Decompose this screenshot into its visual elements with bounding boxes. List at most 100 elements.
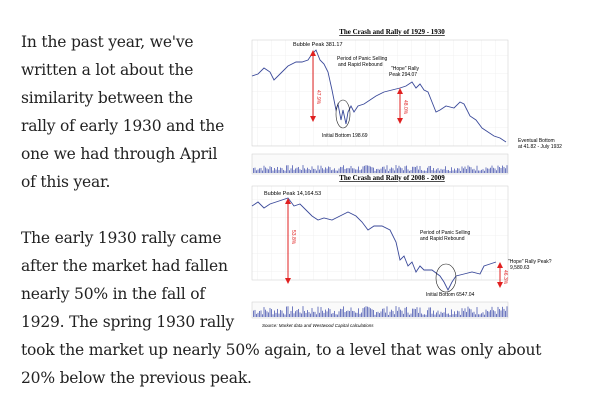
volume-bar xyxy=(497,165,499,173)
volume-bar xyxy=(449,314,451,317)
volume-bar xyxy=(467,165,469,173)
paragraph-1-line: rally of early 1930 and the xyxy=(21,117,225,135)
chart1-eventual-bottom-label-2: at 41.82 - July 1932 xyxy=(518,144,562,150)
volume-bar xyxy=(326,168,328,173)
volume-bar xyxy=(331,170,332,173)
chart1-title: The Crash and Rally of 1929 - 1930 xyxy=(339,28,445,36)
volume-bar xyxy=(446,170,448,173)
volume-bar xyxy=(304,168,305,173)
chart1-rally-pct: 48.0% xyxy=(402,100,408,115)
volume-bar xyxy=(319,169,320,173)
volume-bar xyxy=(502,165,503,173)
chart1-panic-label: Period of Panic Selling xyxy=(337,56,388,62)
chart2-volume-bars xyxy=(253,306,508,317)
volume-bar xyxy=(257,169,259,173)
volume-bar xyxy=(476,307,478,317)
volume-bar xyxy=(451,167,452,173)
volume-bar xyxy=(395,306,397,317)
volume-bar xyxy=(422,314,424,317)
volume-bar xyxy=(335,314,337,317)
volume-bar xyxy=(352,168,353,173)
volume-bar xyxy=(307,167,308,173)
chart2-bubble-peak-label: Bubble Peak 14,164.53 xyxy=(264,191,321,197)
volume-bar xyxy=(311,308,313,317)
volume-bar xyxy=(260,310,262,317)
volume-bar xyxy=(346,168,347,173)
volume-bar xyxy=(478,170,479,173)
volume-bar xyxy=(481,169,482,173)
volume-bar xyxy=(344,169,346,173)
volume-bar xyxy=(434,170,436,173)
chart2-hope-label: "Hope" Rally Peak? xyxy=(508,259,552,265)
volume-bar xyxy=(376,169,377,173)
volume-bar xyxy=(374,170,376,173)
volume-bar xyxy=(460,314,461,317)
chart2-bottom-circle xyxy=(435,263,457,293)
volume-bar xyxy=(296,310,298,317)
volume-bar xyxy=(269,307,271,317)
volume-bar xyxy=(389,311,391,317)
volume-bar xyxy=(425,314,427,317)
volume-bar xyxy=(316,170,317,173)
volume-bar xyxy=(319,312,320,317)
volume-bar xyxy=(281,310,283,317)
volume-bar xyxy=(316,314,317,317)
volume-bar xyxy=(313,168,314,173)
chart1-hope-label: "Hope" Rally xyxy=(391,66,420,72)
volume-bar xyxy=(403,170,404,173)
volume-bar xyxy=(341,309,343,317)
volume-bar xyxy=(418,312,419,317)
arrow-up-icon xyxy=(497,262,503,268)
volume-bar xyxy=(283,169,284,173)
volume-bar xyxy=(494,168,496,173)
volume-bar xyxy=(265,167,266,173)
volume-bar xyxy=(401,168,403,173)
paragraph-1-line: similarity between the xyxy=(21,89,193,107)
volume-bar xyxy=(322,310,323,317)
volume-bar xyxy=(428,166,430,173)
volume-bar xyxy=(278,313,280,317)
volume-bar xyxy=(385,312,386,317)
paragraph-2-line: after the market had fallen xyxy=(21,257,228,275)
volume-bar xyxy=(338,168,340,173)
volume-bar xyxy=(413,166,415,173)
volume-bar xyxy=(419,166,421,173)
volume-bar xyxy=(260,167,262,173)
volume-bar xyxy=(373,167,374,173)
volume-bar xyxy=(407,312,409,317)
volume-bar xyxy=(364,165,365,173)
arrow-up-icon xyxy=(310,50,316,56)
volume-bar xyxy=(358,166,359,173)
volume-bar xyxy=(365,306,367,317)
volume-bar xyxy=(329,309,331,317)
chart2-plot-area xyxy=(251,185,509,281)
volume-bar xyxy=(359,313,361,317)
volume-bar xyxy=(485,309,487,317)
volume-bar xyxy=(421,313,422,317)
volume-bar xyxy=(491,306,493,317)
volume-bar xyxy=(419,307,421,317)
chart2-initial-bottom-label: Initial Bottom 6547.04 xyxy=(426,292,475,298)
volume-bar xyxy=(358,308,359,317)
volume-bar xyxy=(448,313,449,317)
volume-bar xyxy=(506,165,508,173)
volume-bar xyxy=(298,166,299,173)
volume-bar xyxy=(448,170,449,173)
volume-bar xyxy=(280,309,281,317)
volume-bar xyxy=(344,312,346,317)
volume-bar xyxy=(443,312,445,317)
volume-bar xyxy=(505,310,506,317)
volume-bar xyxy=(274,168,275,173)
volume-bar xyxy=(488,311,490,317)
volume-bar xyxy=(310,313,311,317)
volume-bar xyxy=(431,170,433,173)
volume-bar xyxy=(266,168,268,173)
volume-bar xyxy=(485,167,487,173)
paragraph-2-line: took the market up nearly 50% again, to … xyxy=(21,341,542,359)
volume-bar xyxy=(428,307,430,317)
volume-bar xyxy=(329,167,331,173)
volume-bar xyxy=(262,314,263,317)
volume-bar xyxy=(337,314,338,317)
volume-bar xyxy=(272,314,274,317)
volume-bar xyxy=(349,168,350,173)
